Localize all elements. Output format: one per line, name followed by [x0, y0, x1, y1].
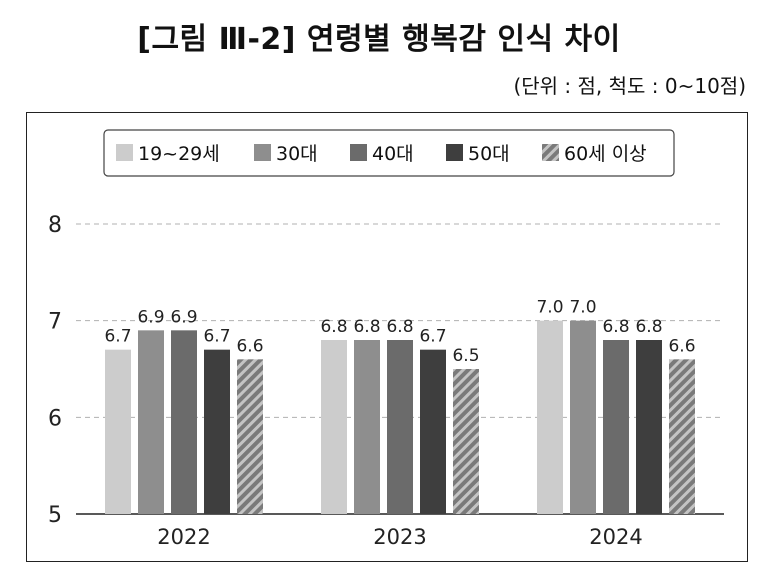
legend-swatch [446, 144, 463, 161]
legend-label: 50대 [468, 143, 510, 165]
bar [387, 340, 413, 514]
bar-value-label: 6.6 [236, 336, 263, 356]
bar-value-label: 6.9 [170, 307, 197, 327]
y-tick-label: 7 [48, 310, 62, 335]
legend: 19~29세 30대 40대 50대 60세 이상 [103, 129, 675, 177]
bar [354, 340, 380, 514]
chart-frame [26, 112, 748, 562]
bar [420, 349, 446, 514]
bar [636, 340, 662, 514]
legend-swatch [542, 144, 559, 161]
bar-value-label: 6.8 [635, 317, 662, 337]
y-tick-label: 5 [48, 503, 62, 528]
x-category-label: 2024 [589, 525, 642, 549]
bars [105, 320, 695, 514]
x-category-label: 2023 [373, 525, 426, 549]
bar [321, 340, 347, 514]
bar [603, 340, 629, 514]
bar-value-label: 6.8 [602, 317, 629, 337]
legend-label: 19~29세 [138, 143, 220, 165]
legend-label: 40대 [372, 143, 414, 165]
bar-value-label: 7.0 [569, 298, 596, 318]
bar [204, 349, 230, 514]
x-category-label: 2022 [157, 525, 210, 549]
bar [570, 320, 596, 514]
legend-swatch [116, 144, 133, 161]
legend-swatch [254, 144, 271, 161]
bar-value-label: 6.8 [386, 317, 413, 337]
legend-swatch [350, 144, 367, 161]
bar-value-label: 6.8 [320, 317, 347, 337]
legend-label: 30대 [276, 143, 318, 165]
data-labels: 6.7 6.9 6.9 6.7 6.6 6.8 6.8 6.8 6.7 6.5 7.0 7.0 6.8 6… [104, 298, 695, 366]
bar [453, 369, 479, 514]
bar [537, 320, 563, 514]
unit-note: (단위 : 점, 척도 : 0~10점) [513, 74, 746, 98]
x-axis: 2022 2023 2024 [157, 525, 642, 549]
bar [669, 359, 695, 514]
bar-value-label: 6.7 [419, 327, 446, 347]
bar-value-label: 6.5 [452, 346, 479, 366]
bar-value-label: 6.7 [104, 327, 131, 347]
bar [171, 330, 197, 514]
bar [105, 349, 131, 514]
bar-value-label: 6.6 [668, 336, 695, 356]
bar-value-label: 6.8 [353, 317, 380, 337]
bar-value-label: 7.0 [536, 298, 563, 318]
y-tick-label: 6 [48, 406, 62, 431]
bar [138, 330, 164, 514]
chart-title: [그림 Ⅲ-2] 연령별 행복감 인식 차이 [137, 22, 621, 57]
bar [237, 359, 263, 514]
bar-value-label: 6.9 [137, 307, 164, 327]
legend-label: 60세 이상 [564, 143, 647, 165]
bar-value-label: 6.7 [203, 327, 230, 347]
legend-box [103, 129, 675, 177]
y-tick-label: 8 [48, 213, 62, 238]
